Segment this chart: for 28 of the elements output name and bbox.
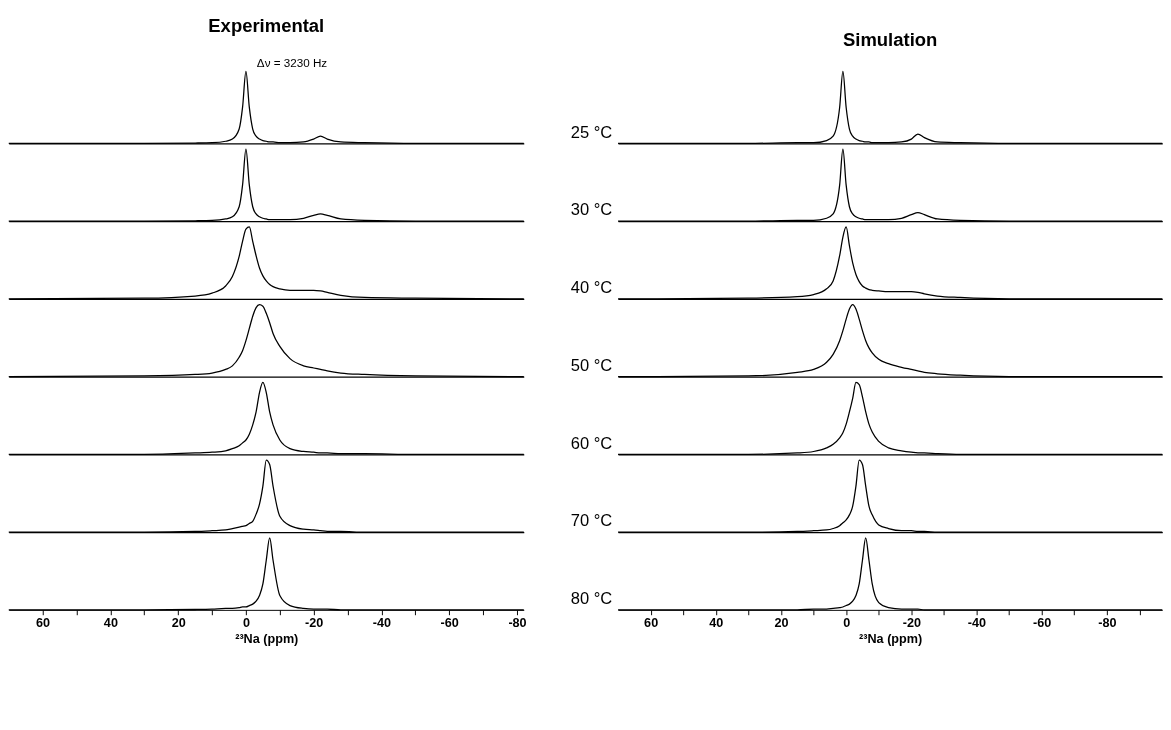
x-tick-label: 0: [843, 615, 851, 630]
x-tick-label: -20: [305, 615, 324, 630]
x-tick-label: -40: [372, 615, 392, 630]
chart-title: Experimental: [208, 14, 325, 36]
x-tick-label: 40: [709, 615, 724, 630]
x-tick-label: 0: [242, 615, 250, 630]
series-label: 80 °C: [570, 589, 613, 609]
chart-title: Simulation: [842, 28, 938, 50]
x-tick-label: 20: [171, 615, 186, 630]
x-tick-label: 60: [644, 615, 659, 630]
x-tick-label: -80: [508, 615, 527, 630]
x-tick-label: -20: [902, 615, 921, 630]
x-tick-label: 20: [774, 615, 789, 630]
series-label: 25 °C: [570, 122, 613, 142]
x-axis-title: ²³Na (ppm): [859, 632, 923, 647]
x-axis-title: ²³Na (ppm): [235, 632, 299, 647]
x-tick-label: -40: [967, 615, 987, 630]
x-tick-label: 40: [103, 615, 118, 630]
x-tick-label: -60: [1033, 615, 1052, 630]
x-tick-label: 60: [36, 615, 51, 630]
x-tick-label: -60: [440, 615, 459, 630]
x-tick-label: -80: [1098, 615, 1117, 630]
series-label: 40 °C: [570, 278, 613, 298]
text: Δν = 3230 Hz: [256, 55, 328, 69]
series-label: 50 °C: [570, 355, 613, 375]
series-label: 60 °C: [570, 433, 613, 453]
series-label: 30 °C: [570, 200, 613, 220]
series-label: 70 °C: [570, 511, 613, 531]
